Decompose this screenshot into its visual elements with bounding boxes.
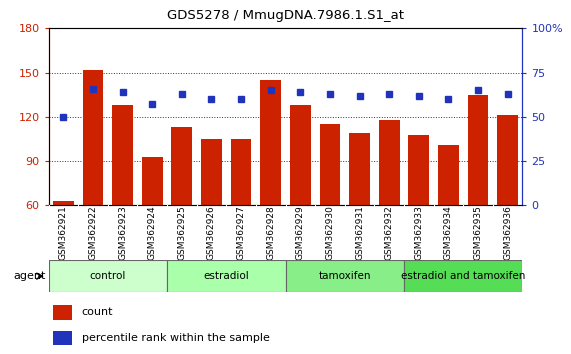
Text: GSM362923: GSM362923 xyxy=(118,205,127,260)
Text: GSM362925: GSM362925 xyxy=(178,205,186,260)
Text: GSM362926: GSM362926 xyxy=(207,205,216,260)
Text: estradiol and tamoxifen: estradiol and tamoxifen xyxy=(401,271,525,281)
Bar xyxy=(379,120,400,205)
Bar xyxy=(349,133,370,205)
Bar xyxy=(53,331,73,346)
Text: GSM362934: GSM362934 xyxy=(444,205,453,260)
Bar xyxy=(53,201,74,205)
Bar xyxy=(231,139,251,205)
Text: GSM362922: GSM362922 xyxy=(89,205,98,260)
Text: GSM362930: GSM362930 xyxy=(325,205,335,260)
Bar xyxy=(201,139,222,205)
Text: GSM362928: GSM362928 xyxy=(266,205,275,260)
Bar xyxy=(171,127,192,205)
Text: GSM362936: GSM362936 xyxy=(503,205,512,260)
Text: GSM362931: GSM362931 xyxy=(355,205,364,260)
Bar xyxy=(290,105,311,205)
Text: tamoxifen: tamoxifen xyxy=(319,271,371,281)
Text: agent: agent xyxy=(13,271,46,281)
Bar xyxy=(408,135,429,205)
Bar xyxy=(286,260,404,292)
Bar xyxy=(438,145,459,205)
Text: GSM362921: GSM362921 xyxy=(59,205,68,260)
Text: percentile rank within the sample: percentile rank within the sample xyxy=(82,333,270,343)
Bar xyxy=(112,105,133,205)
Text: GSM362932: GSM362932 xyxy=(385,205,393,260)
Text: count: count xyxy=(82,308,113,318)
Bar xyxy=(320,124,340,205)
Text: GSM362933: GSM362933 xyxy=(415,205,423,260)
Bar xyxy=(260,80,281,205)
Bar xyxy=(404,260,522,292)
Bar xyxy=(142,156,163,205)
Text: control: control xyxy=(90,271,126,281)
Bar xyxy=(83,70,103,205)
Bar xyxy=(497,115,518,205)
Text: GSM362929: GSM362929 xyxy=(296,205,305,260)
Text: GSM362927: GSM362927 xyxy=(236,205,246,260)
Bar xyxy=(167,260,286,292)
Text: GSM362935: GSM362935 xyxy=(473,205,482,260)
Bar xyxy=(468,95,488,205)
Bar xyxy=(49,260,167,292)
Text: GDS5278 / MmugDNA.7986.1.S1_at: GDS5278 / MmugDNA.7986.1.S1_at xyxy=(167,9,404,22)
Bar xyxy=(53,305,73,320)
Text: GSM362924: GSM362924 xyxy=(148,205,156,260)
Text: estradiol: estradiol xyxy=(203,271,249,281)
